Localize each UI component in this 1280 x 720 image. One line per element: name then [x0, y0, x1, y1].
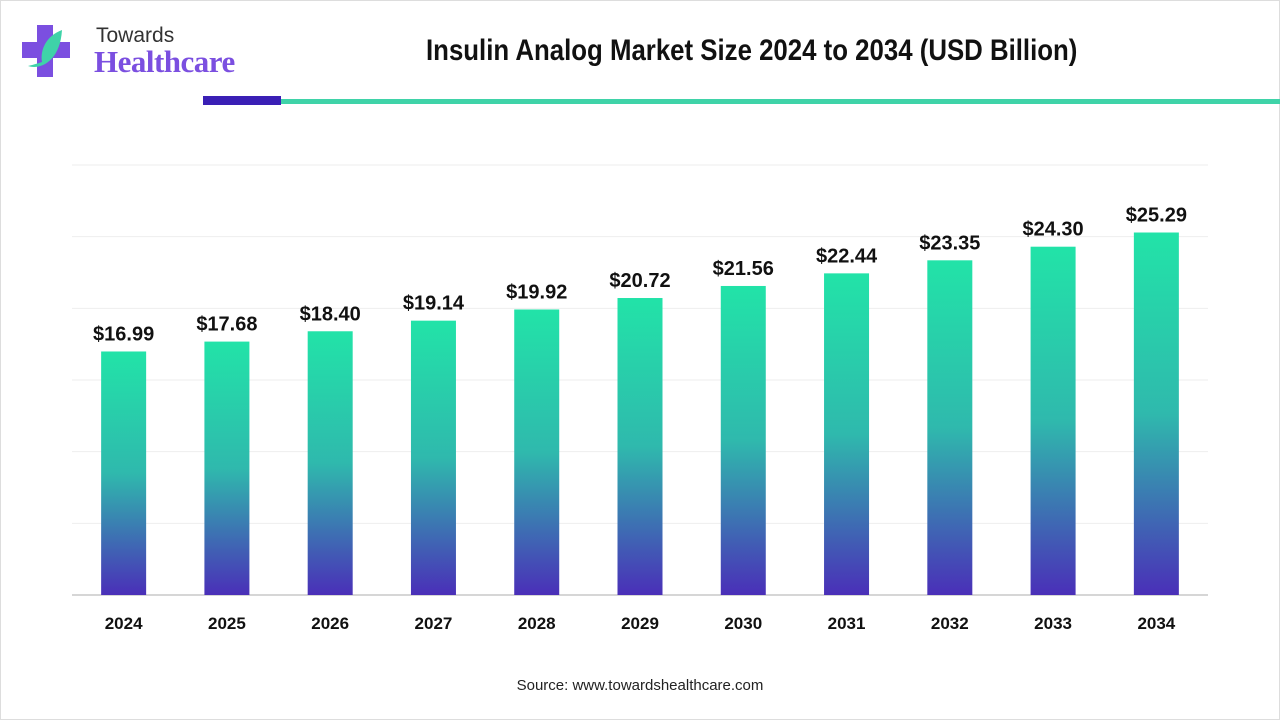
data-label: $23.35 [919, 232, 980, 254]
bar-2024 [101, 351, 147, 595]
bar-2025 [204, 341, 250, 595]
data-label: $24.30 [1023, 219, 1084, 241]
bar-2026 [307, 331, 353, 595]
data-label: $21.56 [713, 258, 774, 280]
x-tick-label: 2030 [724, 614, 762, 633]
data-label: $25.29 [1126, 205, 1187, 227]
x-tick-label: 2029 [621, 614, 659, 633]
bar-2029 [617, 298, 663, 595]
data-label: $19.14 [403, 293, 465, 315]
x-tick-label: 2031 [828, 614, 866, 633]
bar-2031 [824, 273, 870, 595]
data-label: $18.40 [300, 303, 361, 325]
data-label: $17.68 [196, 314, 257, 336]
header-accent-teal [281, 99, 1280, 104]
bar-2027 [410, 320, 456, 595]
x-tick-label: 2027 [415, 614, 453, 633]
x-tick-label: 2034 [1137, 614, 1175, 633]
data-label: $20.72 [609, 270, 670, 292]
bar-2030 [720, 285, 766, 595]
logo-text-healthcare: Healthcare [94, 44, 235, 79]
logo: Towards Healthcare [20, 22, 250, 82]
source-note: Source: www.towardshealthcare.com [516, 677, 764, 694]
cross-leaf-icon [22, 25, 70, 77]
bar-2032 [927, 260, 973, 595]
header-accent-dark [203, 96, 281, 105]
x-tick-label: 2028 [518, 614, 556, 633]
bar-2033 [1030, 246, 1076, 595]
data-label: $22.44 [816, 245, 878, 267]
bar-2034 [1133, 232, 1179, 595]
x-tick-label: 2032 [931, 614, 969, 633]
logo-text-towards: Towards [96, 24, 175, 47]
bar-2028 [514, 309, 560, 595]
x-tick-label: 2026 [311, 614, 349, 633]
x-tick-label: 2024 [105, 614, 143, 633]
x-tick-label: 2033 [1034, 614, 1072, 633]
chart-title-wrap: Insulin Analog Market Size 2024 to 2034 … [0, 34, 1280, 68]
data-label: $16.99 [93, 323, 154, 345]
chart-title: Insulin Analog Market Size 2024 to 2034 … [425, 34, 1078, 67]
data-label: $19.92 [506, 281, 567, 303]
x-tick-label: 2025 [208, 614, 246, 633]
